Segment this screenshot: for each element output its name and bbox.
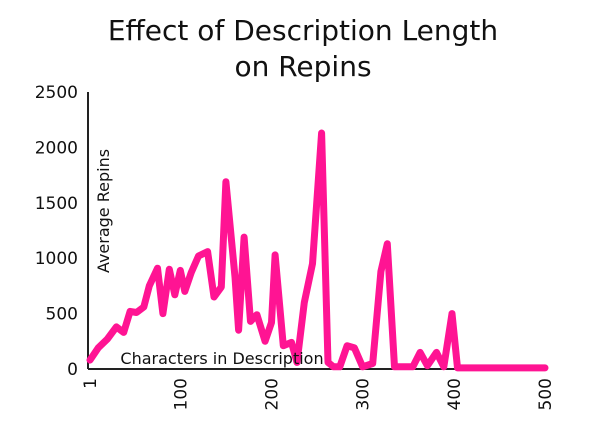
x-tick-labels: 1 100 200 300 400 500 [81, 378, 556, 410]
x-tick-label: 500 [536, 378, 556, 410]
x-tick-label: 200 [262, 378, 282, 410]
y-tick-label: 2500 [35, 83, 78, 103]
chart-title-line-1: Effect of Description Length [108, 14, 498, 47]
y-tick-label: 1500 [35, 194, 78, 214]
x-tick-label: 300 [354, 378, 374, 410]
y-axis-label: Average Repins [94, 149, 113, 273]
x-axis-label: Characters in Description [120, 349, 323, 368]
x-tick-label: 1 [81, 378, 101, 389]
y-tick-label: 2000 [35, 138, 78, 158]
x-tick-label: 400 [445, 378, 465, 410]
chart-title-line-2: on Repins [234, 50, 371, 83]
y-tick-label: 500 [46, 305, 78, 325]
series-line [86, 129, 549, 372]
y-tick-labels: 0 500 1000 1500 2000 2500 [35, 83, 78, 380]
y-tick-label: 1000 [35, 249, 78, 269]
y-tick-label: 0 [67, 360, 78, 380]
x-tick-label: 100 [171, 378, 191, 410]
